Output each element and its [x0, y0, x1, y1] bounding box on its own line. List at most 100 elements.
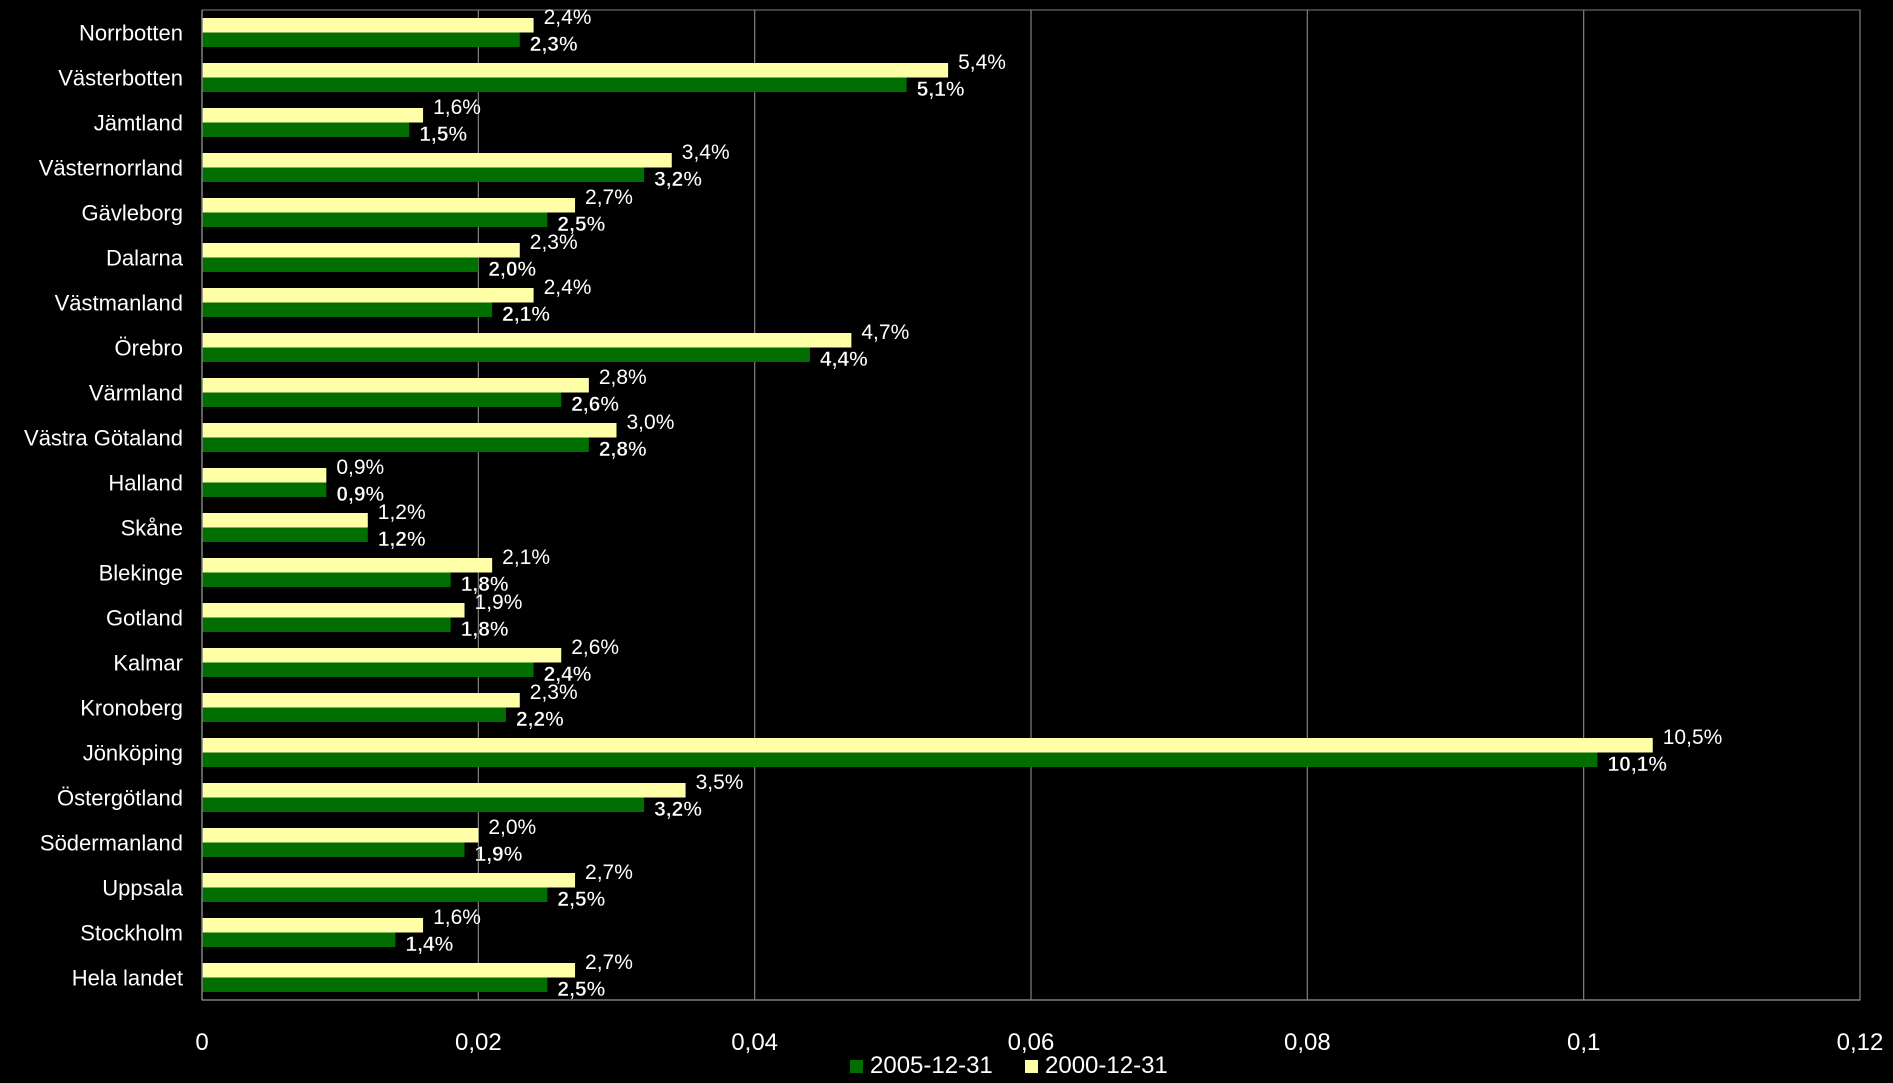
x-tick-label: 0,08: [1284, 1029, 1331, 1056]
legend-swatch: [1025, 1060, 1038, 1073]
bar-2005: [202, 77, 907, 92]
bar-2005: [202, 257, 479, 272]
category-label: Halland: [108, 471, 183, 496]
bar-2005: [202, 347, 810, 362]
data-label-2000: 5,4%: [958, 51, 1006, 74]
data-label-2000: 2,8%: [599, 366, 647, 389]
category-label: Hela landet: [72, 966, 183, 991]
data-label-2005: 2,6%: [571, 393, 619, 416]
data-label-2005: 3,2%: [654, 168, 702, 191]
data-label-2005: 1,8%: [461, 618, 509, 641]
bar-2000: [202, 603, 465, 618]
category-label: Västra Götaland: [24, 426, 183, 451]
category-label: Västernorrland: [39, 156, 183, 181]
bar-2000: [202, 783, 686, 798]
bar-2005: [202, 617, 451, 632]
x-tick-label: 0: [195, 1029, 208, 1056]
bar-2000: [202, 738, 1653, 753]
bar-2000: [202, 873, 576, 888]
category-label: Gotland: [106, 606, 183, 631]
bar-2005: [202, 797, 645, 812]
bar-2000: [202, 693, 520, 708]
data-label-2000: 2,7%: [585, 951, 633, 974]
data-label-2005: 2,5%: [557, 978, 605, 1001]
bar-2000: [202, 108, 424, 123]
bar-2000: [202, 918, 424, 933]
bar-2005: [202, 662, 534, 677]
data-label-2005: 0,9%: [336, 483, 384, 506]
bar-2000: [202, 513, 368, 528]
category-label: Södermanland: [40, 831, 183, 856]
category-label: Örebro: [115, 336, 183, 361]
data-label-2000: 2,4%: [544, 276, 592, 299]
category-label: Uppsala: [102, 876, 183, 901]
bar-2000: [202, 63, 949, 78]
bar-2000: [202, 828, 479, 843]
data-label-2005: 2,8%: [599, 438, 647, 461]
bar-2005: [202, 212, 548, 227]
x-tick-label: 0,04: [731, 1029, 778, 1056]
legend-label: 2000-12-31: [1045, 1052, 1168, 1079]
data-label-2000: 2,0%: [488, 816, 536, 839]
bar-2005: [202, 572, 451, 587]
data-label-2000: 0,9%: [336, 456, 384, 479]
bar-2005: [202, 707, 506, 722]
data-label-2005: 2,1%: [502, 303, 550, 326]
bar-2005: [202, 977, 548, 992]
data-label-2005: 2,2%: [516, 708, 564, 731]
bar-2005: [202, 842, 465, 857]
category-label: Skåne: [121, 516, 183, 541]
bar-2005: [202, 527, 368, 542]
data-label-2000: 2,7%: [585, 861, 633, 884]
data-label-2005: 1,2%: [378, 528, 426, 551]
data-label-2000: 2,1%: [502, 546, 550, 569]
bar-2000: [202, 333, 852, 348]
bar-2005: [202, 302, 493, 317]
category-label: Västmanland: [55, 291, 183, 316]
data-label-2005: 1,9%: [475, 843, 523, 866]
data-label-2005: 1,4%: [405, 933, 453, 956]
x-tick-label: 0,12: [1837, 1029, 1884, 1056]
data-label-2005: 2,0%: [488, 258, 536, 281]
bar-2000: [202, 963, 576, 978]
data-label-2005: 4,4%: [820, 348, 868, 371]
bar-2000: [202, 423, 617, 438]
bar-2000: [202, 18, 534, 33]
category-label: Värmland: [89, 381, 183, 406]
category-label: Gävleborg: [81, 201, 183, 226]
category-label: Jämtland: [94, 111, 183, 136]
category-label: Jönköping: [83, 741, 183, 766]
bar-2000: [202, 153, 672, 168]
data-label-2005: 10,1%: [1607, 753, 1667, 776]
bar-2005: [202, 887, 548, 902]
bar-2005: [202, 167, 645, 182]
data-label-2000: 3,0%: [627, 411, 675, 434]
bar-2005: [202, 122, 410, 137]
bar-2000: [202, 198, 576, 213]
data-label-2005: 1,8%: [461, 573, 509, 596]
data-label-2005: 2,5%: [557, 213, 605, 236]
data-label-2000: 1,2%: [378, 501, 426, 524]
bar-2000: [202, 468, 327, 483]
x-tick-label: 0,1: [1567, 1029, 1600, 1056]
data-label-2000: 2,7%: [585, 186, 633, 209]
category-label: Västerbotten: [58, 66, 183, 91]
data-label-2000: 1,6%: [433, 96, 481, 119]
category-label: Norrbotten: [79, 21, 183, 46]
data-label-2000: 10,5%: [1663, 726, 1723, 749]
legend-label: 2005-12-31: [870, 1052, 993, 1079]
category-label: Kalmar: [113, 651, 183, 676]
bar-2005: [202, 932, 396, 947]
category-label: Kronoberg: [80, 696, 183, 721]
bar-2005: [202, 437, 589, 452]
data-label-2000: 1,9%: [475, 591, 523, 614]
category-label: Dalarna: [106, 246, 184, 271]
data-label-2000: 2,6%: [571, 636, 619, 659]
legend-swatch: [850, 1060, 863, 1073]
bar-2005: [202, 392, 562, 407]
data-label-2000: 4,7%: [861, 321, 909, 344]
bar-2005: [202, 752, 1598, 767]
data-label-2005: 2,5%: [557, 888, 605, 911]
